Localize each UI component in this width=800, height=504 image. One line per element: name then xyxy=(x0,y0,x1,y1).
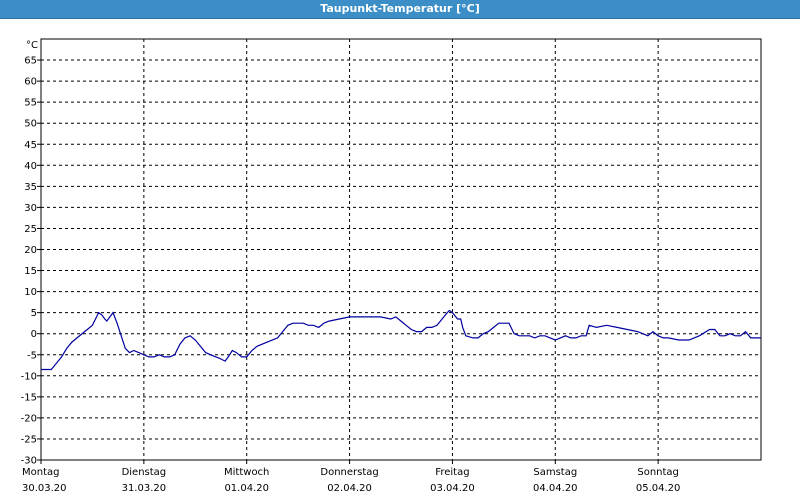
y-tick-label: 10 xyxy=(24,287,37,298)
y-tick-label: 35 xyxy=(24,182,37,193)
y-tick-label: 5 xyxy=(31,308,37,319)
y-tick-label: -10 xyxy=(21,371,37,382)
x-tick-date: 01.04.20 xyxy=(224,483,269,494)
y-tick-label: 60 xyxy=(24,77,37,88)
chart-title-bar: Taupunkt-Temperatur [°C] xyxy=(0,0,800,19)
y-tick-label: 50 xyxy=(24,119,37,130)
x-tick-date: 30.03.20 xyxy=(22,483,67,494)
y-tick-label: -5 xyxy=(27,350,37,361)
x-tick-weekday: Dienstag xyxy=(122,467,167,478)
x-tick-date: 05.04.20 xyxy=(636,483,681,494)
y-tick-label: 55 xyxy=(24,98,37,109)
x-tick-weekday: Samstag xyxy=(533,467,577,478)
x-tick-date: 03.04.20 xyxy=(430,483,475,494)
chart-area: 65 60 55 50 45 40 35 30 25 20 15 10 5 0 -5 -10 -15 -20 -25… xyxy=(0,19,800,500)
chart-title: Taupunkt-Temperatur [°C] xyxy=(320,2,480,15)
y-tick-label: 30 xyxy=(24,203,37,214)
series-line-dewpoint xyxy=(41,309,761,371)
y-tick-label: 65 xyxy=(24,56,37,67)
x-tick-weekday: Mittwoch xyxy=(224,467,269,478)
x-tick-date: 31.03.20 xyxy=(122,483,167,494)
y-tick-label: 25 xyxy=(24,224,37,235)
y-tick-label: -25 xyxy=(21,434,37,445)
x-tick-weekday: Montag xyxy=(22,467,59,478)
x-tick-date: 04.04.20 xyxy=(533,483,578,494)
y-unit-label: °C xyxy=(26,40,38,51)
x-tick-weekday: Sonntag xyxy=(637,467,679,478)
y-tick-label: 20 xyxy=(24,245,37,256)
dewpoint-chart: 65605550454035302520151050-5-10-15-20-25… xyxy=(21,38,762,494)
y-tick-label: 0 xyxy=(31,329,37,340)
y-tick-label: -15 xyxy=(21,392,37,403)
x-tick-date: 02.04.20 xyxy=(327,483,372,494)
y-tick-label: 45 xyxy=(24,140,37,151)
y-tick-label: -20 xyxy=(21,413,37,424)
x-tick-weekday: Freitag xyxy=(435,467,469,478)
y-tick-label: 40 xyxy=(24,161,37,172)
y-tick-label: 15 xyxy=(24,266,37,277)
y-tick-label: -30 xyxy=(21,456,37,467)
x-tick-weekday: Donnerstag xyxy=(320,467,378,478)
